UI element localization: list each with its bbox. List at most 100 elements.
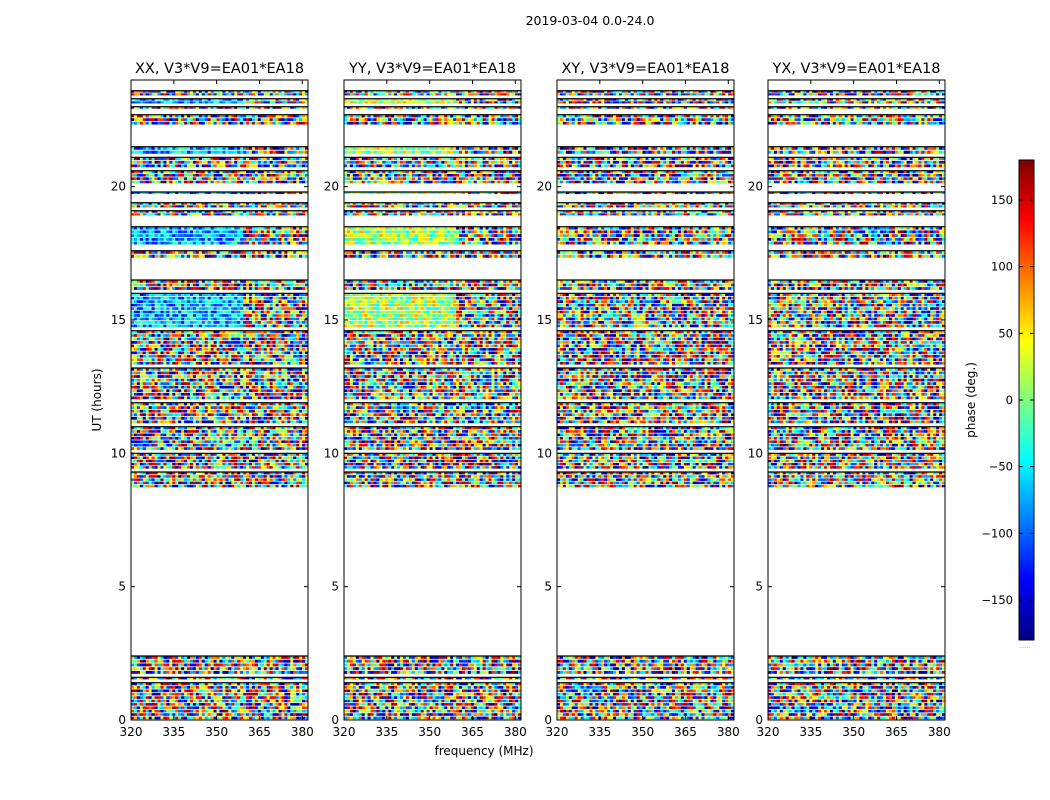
phase-cell (198, 433, 203, 437)
phase-cell (166, 392, 170, 396)
phase-cell (299, 420, 303, 424)
phase-cell (275, 296, 279, 300)
phase-cell (290, 703, 294, 706)
phase-cell (278, 310, 282, 314)
phase-cell (254, 430, 259, 433)
phase-cell (163, 378, 167, 382)
phase-cell (254, 436, 259, 440)
phase-cell (272, 443, 276, 447)
phase-cell (139, 462, 144, 466)
phase-cell (269, 440, 273, 444)
phase-cell (231, 682, 235, 686)
phase-cell (251, 237, 256, 241)
phase-cell (243, 382, 247, 385)
phase-cell (175, 440, 179, 444)
phase-cell (249, 385, 253, 389)
phase-cell (148, 409, 153, 413)
phase-cell (263, 334, 268, 337)
phase-cell (157, 663, 161, 667)
phase-cell (157, 484, 161, 488)
phase-cell (139, 472, 144, 475)
phase-cell (169, 413, 173, 417)
phase-cell (207, 402, 212, 406)
phase-cell (281, 341, 285, 344)
phase-cell (254, 409, 259, 413)
phase-cell (136, 472, 141, 475)
phase-cell (246, 330, 250, 334)
phase-cell (234, 330, 238, 334)
phase-cell (198, 692, 203, 696)
phase-cell (172, 321, 176, 324)
phase-cell (290, 280, 294, 283)
phase-cell (148, 656, 153, 659)
phase-cell (190, 656, 194, 659)
phase-cell (136, 716, 141, 720)
phase-cell (296, 358, 300, 362)
phase-cell (181, 300, 185, 303)
phase-cell (293, 375, 297, 378)
phase-cell (157, 686, 161, 689)
phase-cell (157, 351, 161, 355)
phase-cell (204, 254, 209, 258)
phase-cell (284, 202, 288, 205)
phase-cell (293, 378, 297, 382)
phase-cell (272, 307, 276, 310)
phase-cell (210, 472, 214, 475)
phase-cell (187, 709, 191, 713)
phase-cell (139, 213, 144, 216)
phase-cell (293, 210, 297, 213)
phase-cell (246, 472, 250, 475)
phase-cell (240, 478, 244, 481)
phase-cell (266, 293, 271, 297)
phase-cell (213, 205, 217, 208)
phase-cell (305, 406, 308, 409)
phase-cell (299, 385, 303, 389)
phase-cell (198, 210, 203, 213)
phase-cell (266, 426, 271, 430)
phase-cell (184, 462, 188, 466)
phase-cell (278, 375, 282, 378)
phase-cell (293, 656, 297, 659)
phase-cell (139, 475, 144, 478)
phase-cell (237, 670, 241, 674)
phase-cell (284, 689, 288, 693)
phase-cell (296, 484, 300, 488)
phase-cell (222, 426, 226, 430)
phase-cell (243, 300, 247, 303)
phase-cell (228, 484, 232, 488)
phase-cell (195, 682, 200, 686)
phase-cell (287, 443, 291, 447)
phase-cell (169, 296, 173, 300)
phase-cell (210, 303, 214, 307)
phase-cell (284, 283, 288, 287)
phase-cell (207, 368, 212, 371)
phase-cell (293, 406, 297, 409)
phase-cell (240, 241, 244, 245)
phase-cell (222, 443, 226, 447)
phase-cell (299, 466, 303, 469)
phase-cell (302, 699, 306, 703)
phase-cell (181, 210, 185, 213)
phase-cell (278, 433, 282, 437)
phase-cell (139, 254, 144, 258)
phase-cell (133, 663, 138, 667)
phase-cell (198, 287, 203, 290)
phase-cell (228, 472, 232, 475)
phase-cell (157, 371, 161, 375)
phase-cell (293, 296, 297, 300)
phase-cell (148, 396, 153, 400)
phase-cell (178, 314, 182, 317)
phase-cell (172, 361, 176, 365)
phase-cell (225, 337, 229, 341)
phase-cell (243, 716, 247, 720)
phase-cell (139, 375, 144, 378)
phase-cell (246, 667, 250, 671)
phase-cell (246, 293, 250, 297)
phase-cell (249, 334, 253, 337)
phase-cell (246, 433, 250, 437)
phase-cell (142, 330, 147, 334)
phase-cell (131, 385, 135, 389)
phase-cell (184, 389, 188, 393)
phase-cell (201, 682, 206, 686)
phase-cell (263, 314, 268, 317)
